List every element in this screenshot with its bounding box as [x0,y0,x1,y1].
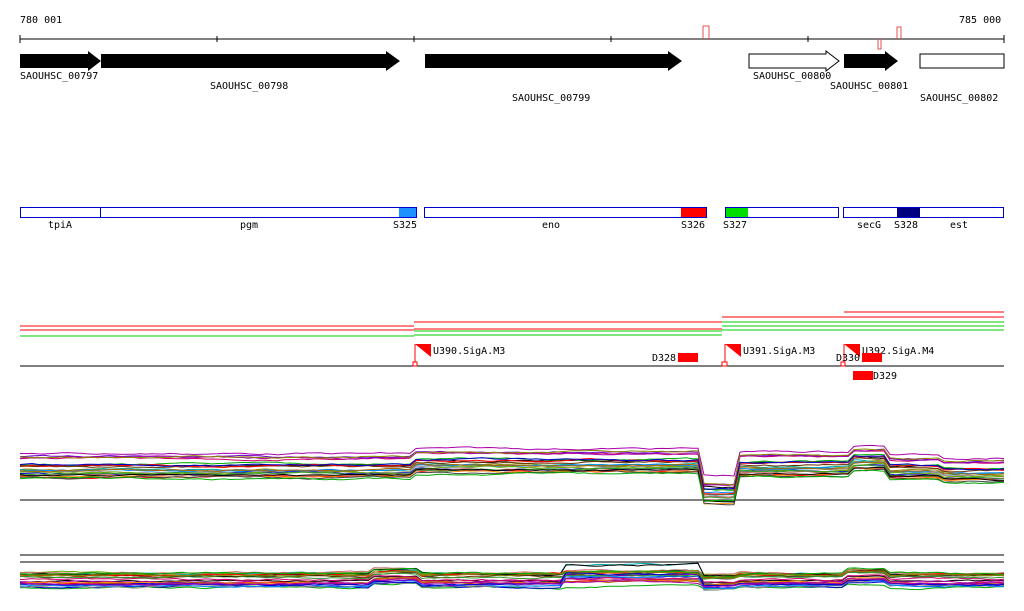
level-lines [20,311,1004,337]
gene-label: SAOUHSC_00800 [753,71,831,82]
profile-line [19,577,1005,588]
gene-arrow[interactable]: SAOUHSC_00801 [830,51,908,92]
segment-label: est [950,220,968,231]
marker-label: S328 [894,220,918,231]
promoter-label: U390.SigA.M3 [433,346,505,357]
segment-label: pgm [240,220,258,231]
marker-block[interactable] [681,208,706,217]
terminator-label: D330 [836,353,860,364]
gene-label: SAOUHSC_00802 [920,93,998,104]
promoter-label: U392.SigA.M4 [862,346,934,357]
segment-label: eno [542,220,560,231]
profile-line [19,444,1005,477]
gene-arrow[interactable]: SAOUHSC_00799 [425,51,682,104]
profile-line [19,567,1005,578]
profile-line [19,461,1005,495]
profile-line [19,457,1005,490]
terminator-block[interactable]: D328 [652,353,698,364]
ruler-end-label: 785 000 [959,15,1001,26]
promoter-flag[interactable]: U390.SigA.M3 [412,344,505,367]
promoter-flag[interactable]: U392.SigA.M4 [840,344,934,367]
expression-profile-lower [19,554,1005,591]
position-ruler: 780 001 785 000 [19,15,1005,50]
marker-label: S325 [393,220,417,231]
segment-track: tpiA pgm eno secG est S325 S326 S327 S32… [20,207,1004,231]
ruler-start-label: 780 001 [20,15,62,26]
gene-label: SAOUHSC_00799 [512,93,590,104]
marker-block[interactable] [726,208,748,217]
terminator-block[interactable]: D330 [836,353,882,364]
expression-profile-upper [19,444,1005,506]
marker-block[interactable] [897,208,920,217]
gene-arrow[interactable]: SAOUHSC_00798 [101,51,400,92]
profile-line [19,574,1005,584]
profile-line [19,570,1005,579]
segment-label: secG [857,220,881,231]
gene-label: SAOUHSC_00798 [210,81,288,92]
gene-track: SAOUHSC_00797 SAOUHSC_00798 SAOUHSC_0079… [20,49,1005,104]
terminator-label: D329 [873,371,897,382]
profile-line [19,449,1005,486]
profile-line [19,448,1005,486]
profile-line [19,469,1005,502]
profile-line [19,571,1005,580]
profile-line [19,466,1005,503]
gene-arrow[interactable]: SAOUHSC_00802 [919,53,1005,104]
profile-line [19,462,1005,502]
segment-label: tpiA [48,220,72,231]
gene-label: SAOUHSC_00801 [830,81,908,92]
marker-label: S326 [681,220,705,231]
gene-arrow[interactable]: SAOUHSC_00800 [748,49,840,82]
marker-label: S327 [723,220,747,231]
profile-line [19,455,1005,490]
promoter-label: U391.SigA.M3 [743,346,815,357]
regulatory-track: U390.SigA.M3 U391.SigA.M3 U392.SigA.M4 D… [20,344,1004,382]
marker-block[interactable] [399,208,416,217]
gene-arrow[interactable]: SAOUHSC_00797 [20,51,101,82]
terminator-block[interactable]: D329 [853,371,897,382]
terminator-label: D328 [652,353,676,364]
gene-label: SAOUHSC_00797 [20,71,98,82]
promoter-flag[interactable]: U391.SigA.M3 [721,344,815,367]
